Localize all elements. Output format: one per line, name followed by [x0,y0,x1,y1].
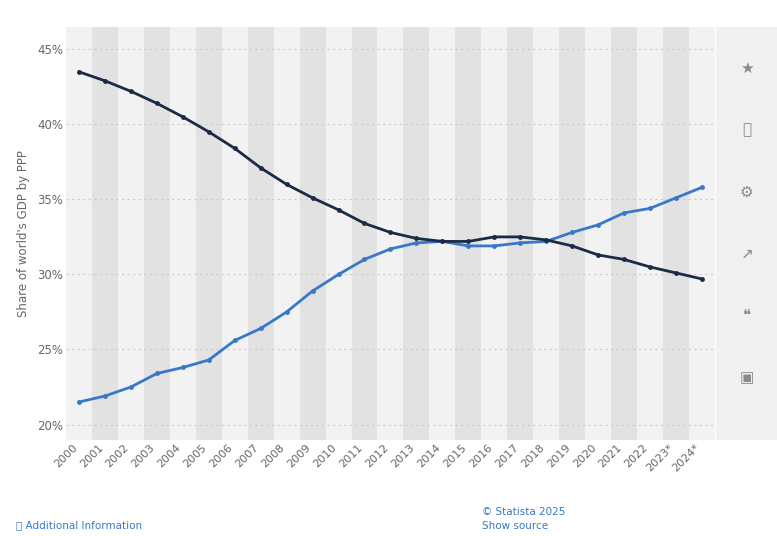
Text: ★: ★ [740,61,754,76]
BRICS [464,243,473,249]
Bar [300,27,326,440]
Bar [559,27,585,440]
G7 [334,207,343,213]
G7 [671,270,681,276]
BRICS [697,184,706,191]
G7 [412,235,421,242]
Bar [248,27,274,440]
BRICS [100,393,110,399]
Bar [430,27,455,440]
G7 [697,276,706,282]
G7 [437,238,447,244]
Text: ⓘ Additional Information: ⓘ Additional Information [16,520,141,531]
BRICS [204,357,214,363]
Bar [196,27,221,440]
Text: ⚙: ⚙ [740,184,754,199]
G7 [516,234,525,240]
Bar [637,27,663,440]
BRICS [178,364,187,371]
BRICS [542,238,551,244]
Text: ↗: ↗ [740,247,753,261]
G7 [256,165,265,171]
BRICS [126,384,135,390]
G7 [282,181,291,188]
Bar [689,27,715,440]
G7 [75,69,84,75]
Bar [66,27,92,440]
BRICS [516,240,525,246]
Line: BRICS: BRICS [77,185,704,405]
Y-axis label: Share of world's GDP by PPP: Share of world's GDP by PPP [17,150,30,317]
BRICS [619,210,629,216]
G7 [126,88,135,94]
Bar [403,27,430,440]
BRICS [75,399,84,405]
Bar [144,27,170,440]
BRICS [490,243,499,249]
BRICS [256,325,265,332]
G7 [230,145,239,152]
G7 [490,234,499,240]
BRICS [385,245,395,252]
G7 [619,256,629,263]
BRICS [152,370,162,377]
Bar [455,27,481,440]
BRICS [567,229,577,236]
BRICS [437,238,447,244]
BRICS [594,222,603,228]
Bar [221,27,248,440]
BRICS [360,256,369,263]
Bar [118,27,144,440]
Bar [274,27,300,440]
Bar [507,27,533,440]
Bar [92,27,118,440]
BRICS [308,288,317,294]
BRICS [230,337,239,344]
Text: 🔔: 🔔 [742,123,751,137]
G7 [360,220,369,227]
BRICS [645,205,654,212]
G7 [152,100,162,107]
Text: ▣: ▣ [740,370,754,385]
Bar [481,27,507,440]
G7 [464,238,473,244]
Bar [611,27,637,440]
Bar [326,27,351,440]
Text: Show source: Show source [482,520,548,531]
Bar [663,27,689,440]
G7 [645,264,654,270]
BRICS [282,309,291,315]
BRICS [671,195,681,201]
Bar [170,27,196,440]
Line: G7: G7 [77,69,704,281]
Bar [533,27,559,440]
G7 [308,195,317,201]
G7 [204,129,214,135]
Text: ❝: ❝ [743,308,751,323]
G7 [567,243,577,249]
BRICS [334,271,343,278]
G7 [542,237,551,243]
G7 [385,229,395,236]
Text: © Statista 2025: © Statista 2025 [482,507,565,517]
BRICS [412,240,421,246]
Bar [378,27,403,440]
G7 [178,114,187,120]
G7 [100,78,110,84]
Bar [585,27,611,440]
G7 [594,252,603,258]
Bar [351,27,378,440]
